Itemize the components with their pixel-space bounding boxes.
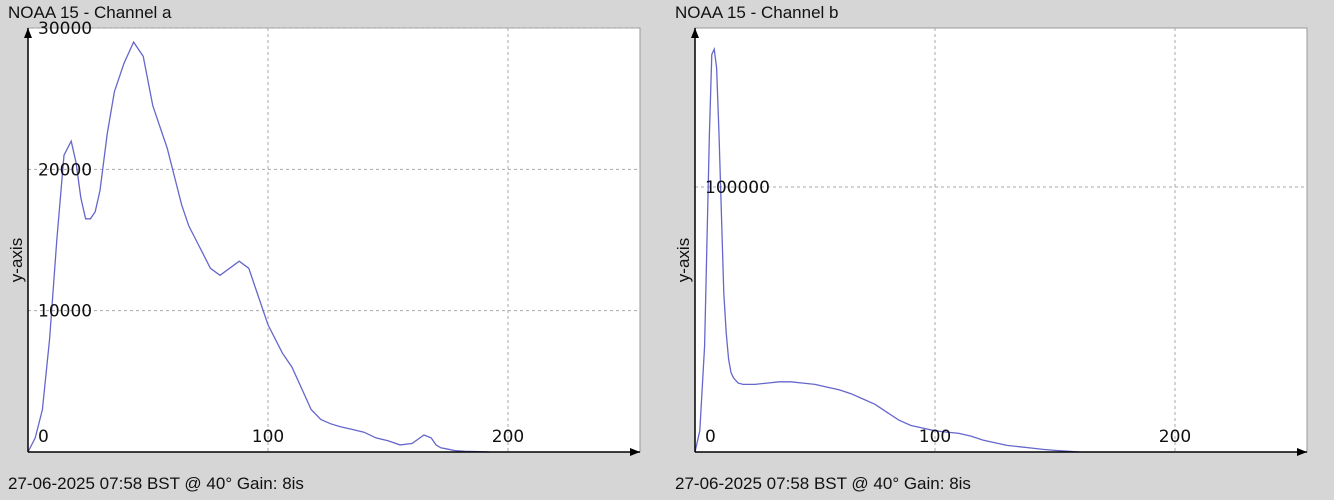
panel-footer: 27-06-2025 07:58 BST @ 40° Gain: 8is — [675, 474, 971, 493]
y-tick-label: 100000 — [705, 178, 770, 198]
plot-area — [27, 27, 641, 453]
y-axis-arrow — [24, 28, 32, 38]
y-axis-arrow — [691, 28, 699, 38]
panel-footer: 27-06-2025 07:58 BST @ 40° Gain: 8is — [8, 474, 304, 493]
y-tick-label: 20000 — [38, 160, 92, 180]
channel-b-chart: 0 100 200 100000 y-axis — [674, 27, 1308, 456]
channel-a-panel: NOAA 15 - Channel a 0 100 200 10000 20000 300… — [7, 3, 641, 493]
x-axis-arrow — [630, 448, 640, 456]
channel-a-chart: 0 100 200 10000 20000 30000 y-axis — [7, 19, 641, 456]
panel-title: NOAA 15 - Channel a — [8, 3, 172, 22]
y-axis-title: y-axis — [674, 238, 693, 282]
series-line — [27, 40, 489, 453]
panel-title: NOAA 15 - Channel b — [675, 3, 839, 22]
series-line — [694, 46, 1080, 453]
x-tick-label: 100 — [252, 427, 284, 447]
y-tick-label: 10000 — [38, 302, 92, 322]
y-tick-label: 30000 — [38, 19, 92, 39]
plot-area — [694, 27, 1308, 453]
x-tick-label: 200 — [492, 427, 524, 447]
channel-b-panel: NOAA 15 - Channel b 0 100 200 100000 y-axis … — [667, 0, 1334, 500]
x-tick-label: 0 — [705, 427, 716, 447]
x-tick-label: 100 — [919, 427, 951, 447]
y-axis-title: y-axis — [7, 238, 26, 282]
x-tick-label: 0 — [38, 427, 49, 447]
x-axis-arrow — [1297, 448, 1307, 456]
x-tick-label: 200 — [1159, 427, 1191, 447]
